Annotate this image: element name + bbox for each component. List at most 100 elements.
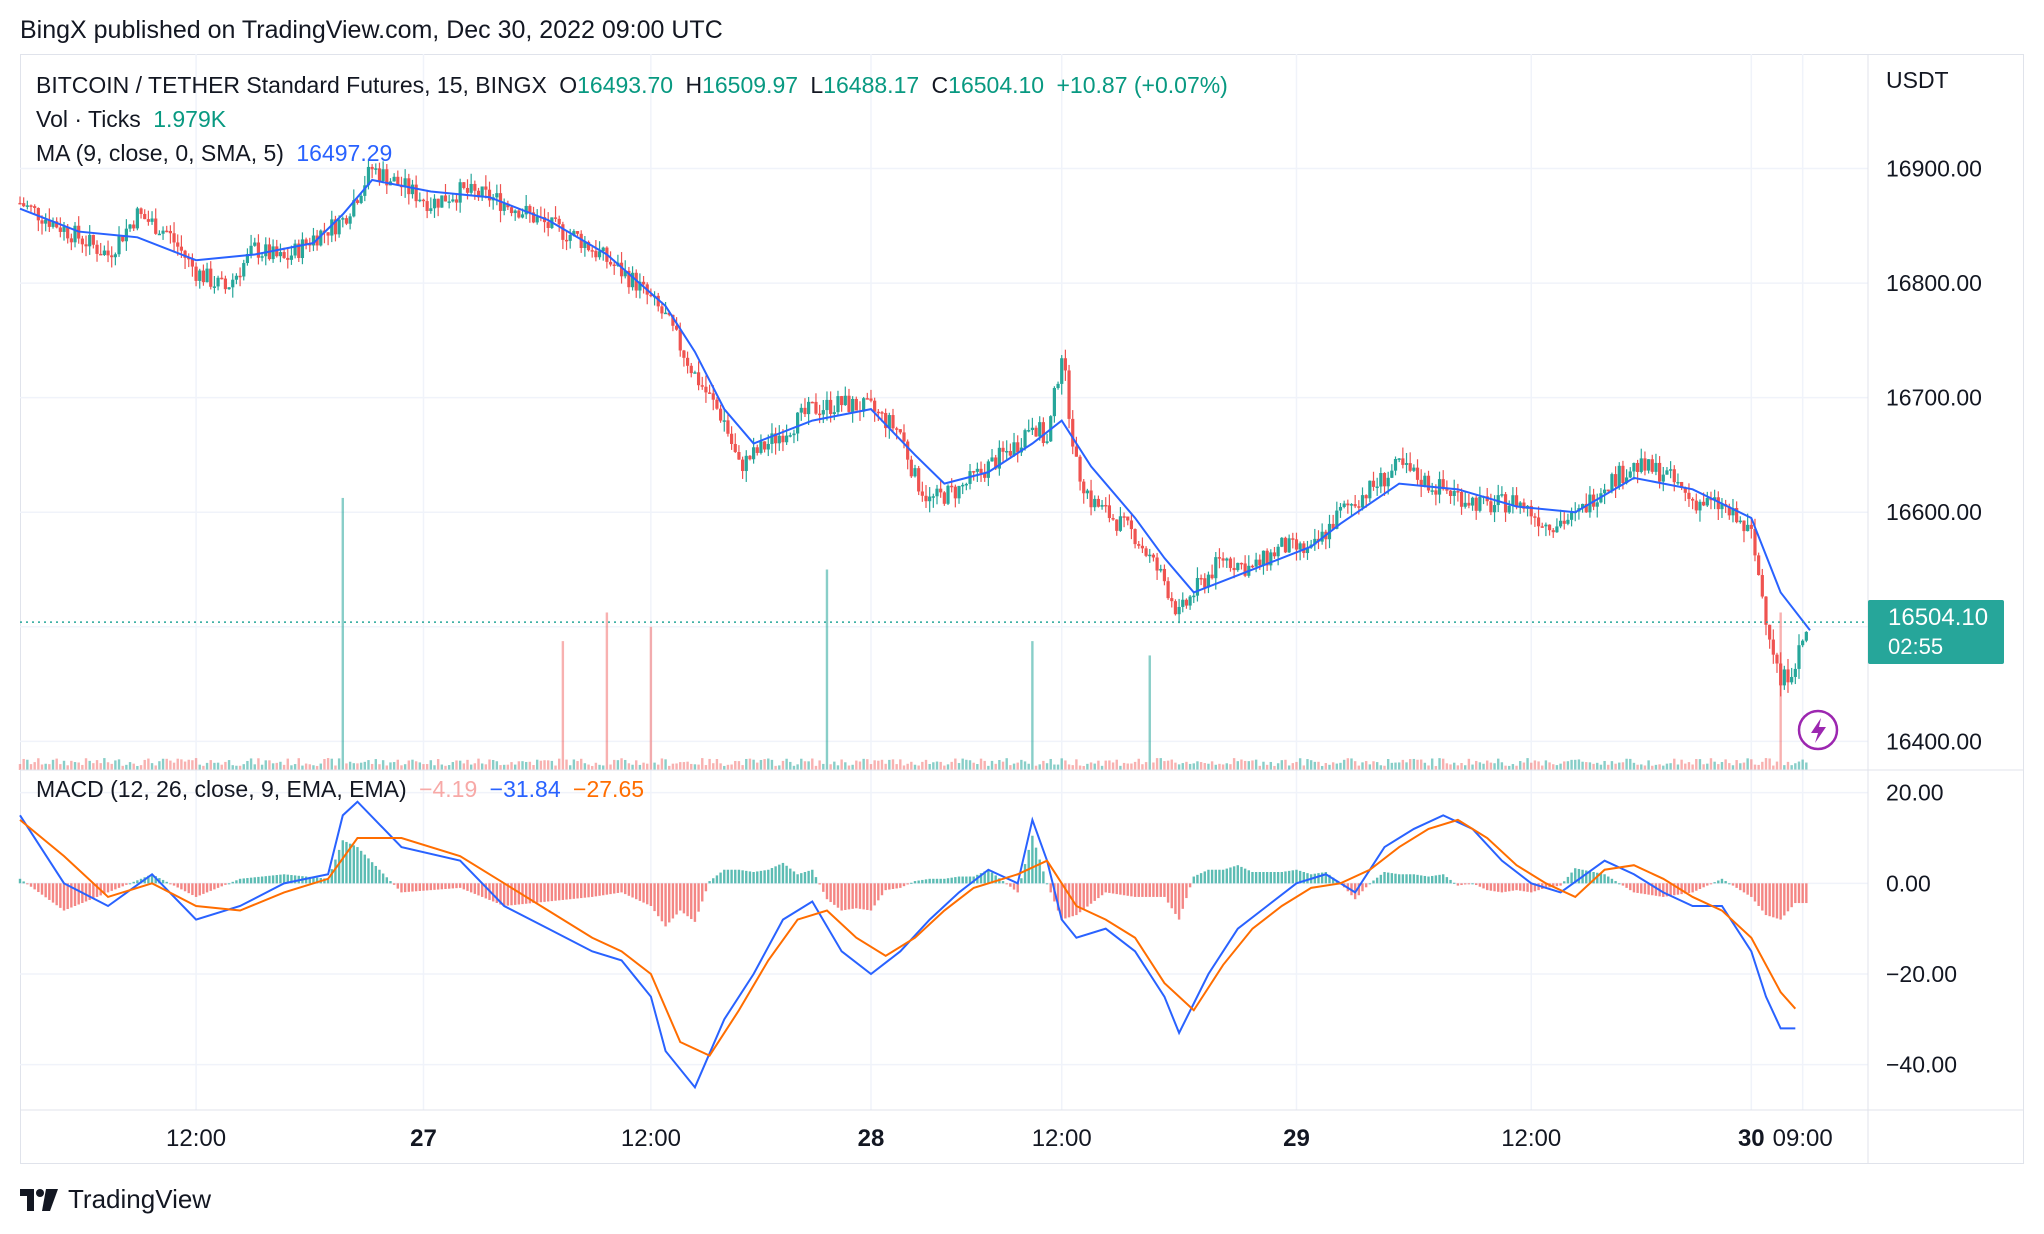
time-tick: 09:00 <box>1773 1125 1833 1152</box>
macd-hist-bar <box>1713 882 1716 884</box>
candle-body <box>1727 506 1731 516</box>
volume-bar <box>869 764 873 770</box>
volume-bar <box>491 759 495 770</box>
volume-bar <box>422 764 425 770</box>
candle-body <box>1144 548 1148 556</box>
volume-bar <box>429 760 433 770</box>
volume-bar <box>165 758 168 770</box>
volume-bar <box>1141 764 1144 770</box>
macd-legend[interactable]: MACD (12, 26, close, 9, EMA, EMA) −4.19 … <box>36 776 650 803</box>
volume-bar <box>1636 764 1639 770</box>
candle-body <box>1683 487 1687 493</box>
symbol-legend[interactable]: BITCOIN / TETHER Standard Futures, 15, B… <box>36 72 1234 99</box>
candle-body <box>1445 489 1449 491</box>
volume-bar <box>627 763 631 770</box>
macd-hist-bar <box>1251 872 1254 884</box>
candle-body <box>814 401 818 414</box>
macd-hist-bar <box>1596 872 1599 884</box>
candle-body <box>1280 537 1284 547</box>
volume-bar <box>524 761 528 770</box>
volume-bar <box>510 762 513 770</box>
volume-bar <box>513 764 517 770</box>
candle-body <box>352 200 356 217</box>
volume-bar <box>1331 762 1335 770</box>
candle-body <box>297 243 301 259</box>
candle-body <box>275 246 279 257</box>
macd-hist-bar <box>1746 883 1749 895</box>
volume-bar <box>1629 758 1632 770</box>
macd-hist-bar <box>990 872 994 884</box>
candle-body <box>1661 474 1665 482</box>
volume-bar <box>583 763 587 770</box>
volume-bar <box>1243 760 1247 770</box>
volume-bar <box>458 760 462 770</box>
macd-hist-bar <box>444 883 447 889</box>
candle-body <box>1647 459 1651 471</box>
volume-bar <box>330 758 333 770</box>
volume-bar <box>1361 762 1364 770</box>
volume-bar <box>1174 762 1177 770</box>
volume-bar <box>1698 759 1702 770</box>
macd-hist-bar <box>253 877 256 884</box>
candle-body <box>480 186 484 198</box>
volume-bar <box>979 758 983 770</box>
ma-legend[interactable]: MA (9, close, 0, SMA, 5) 16497.29 <box>36 140 398 167</box>
macd-hist-bar <box>293 875 297 884</box>
macd-hist-bar <box>1753 883 1757 902</box>
volume-bar <box>147 758 150 770</box>
macd-hist-bar <box>1427 876 1430 884</box>
volume-bar <box>444 765 447 770</box>
tradingview-logo[interactable]: TradingView <box>20 1184 211 1215</box>
macd-hist-bar <box>436 883 440 890</box>
candle-body <box>1401 458 1405 465</box>
macd-hist-bar <box>1636 883 1639 893</box>
ma-label[interactable]: MA (9, close, 0, SMA, 5) <box>36 140 284 166</box>
symbol-name[interactable]: BITCOIN / TETHER Standard Futures, 15, B… <box>36 72 547 98</box>
macd-hist-bar <box>169 883 172 885</box>
candle-body <box>1034 427 1038 437</box>
volume-bar <box>1464 765 1467 770</box>
volume-bar <box>352 763 355 770</box>
volume-bar <box>598 764 601 770</box>
macd-hist-bar <box>1522 883 1526 892</box>
macd-label[interactable]: MACD (12, 26, close, 9, EMA, EMA) <box>36 776 407 802</box>
lightning-icon[interactable] <box>1797 709 1839 751</box>
volume-bar <box>198 764 201 770</box>
candle-body <box>410 184 415 195</box>
candle-body <box>1038 422 1042 437</box>
macd-hist-bar <box>657 883 660 917</box>
candle-body <box>887 415 891 429</box>
macd-hist-bar <box>1141 883 1144 897</box>
candle-body <box>1056 383 1060 389</box>
macd-hist-bar <box>345 841 348 884</box>
macd-hist-bar <box>1331 877 1335 884</box>
candle-body <box>579 233 583 248</box>
chart-frame[interactable] <box>20 54 2024 1164</box>
volume-bar <box>660 758 664 770</box>
macd-hist-bar <box>484 883 488 899</box>
candle-body <box>1415 467 1420 480</box>
candle-body <box>1511 495 1515 506</box>
volume-label[interactable]: Vol · Ticks <box>36 106 141 132</box>
volume-bar <box>473 763 477 770</box>
volume-bar <box>1218 763 1221 770</box>
volume-bar <box>1254 759 1258 770</box>
candle-body <box>520 214 525 218</box>
volume-legend[interactable]: Vol · Ticks 1.979K <box>36 106 232 133</box>
volume-bar <box>1691 764 1694 770</box>
volume-bar <box>965 759 968 770</box>
volume-bar <box>110 763 113 770</box>
macd-hist-bar <box>341 840 344 884</box>
macd-hist-bar <box>150 874 154 884</box>
volume-bar <box>1042 760 1045 770</box>
candle-body <box>487 189 492 201</box>
candle-body <box>62 226 66 232</box>
bar-countdown: 02:55 <box>1888 634 1944 659</box>
volume-bar <box>690 763 693 770</box>
volume-bar <box>99 763 102 770</box>
candle-body <box>209 268 213 287</box>
candle-body <box>1441 479 1445 490</box>
ma-value: 16497.29 <box>296 140 393 166</box>
volume-bar <box>1075 759 1078 770</box>
